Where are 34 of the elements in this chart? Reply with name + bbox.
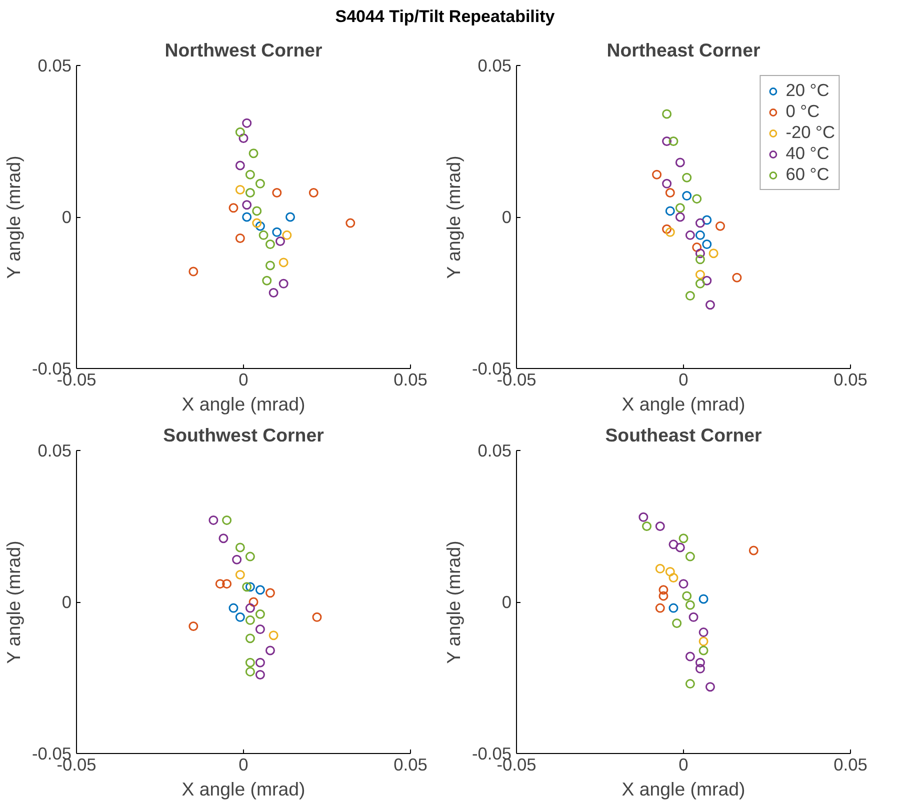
y-axis-title: Y angle (mrad) bbox=[443, 540, 464, 664]
y-tick-label: 0.05 bbox=[478, 56, 512, 76]
y-axis-title: Y angle (mrad) bbox=[3, 540, 24, 664]
x-axis-title: X angle (mrad) bbox=[622, 778, 746, 800]
x-tick-label: 0.05 bbox=[834, 754, 868, 774]
chart-title: Southeast Corner bbox=[605, 424, 762, 446]
y-tick-label: 0 bbox=[502, 592, 512, 612]
x-axis-title: X angle (mrad) bbox=[182, 778, 306, 800]
x-tick-label: 0 bbox=[238, 754, 248, 774]
x-axis-title: X angle (mrad) bbox=[622, 394, 746, 414]
x-axis-title: X angle (mrad) bbox=[182, 394, 306, 414]
y-tick-label: 0 bbox=[62, 592, 72, 612]
y-axis-title: Y angle (mrad) bbox=[3, 156, 24, 279]
chart-title: Northwest Corner bbox=[164, 40, 322, 60]
y-tick-label: 0.05 bbox=[38, 56, 72, 76]
x-tick-label: 0.05 bbox=[834, 370, 868, 390]
x-tick-label: 0 bbox=[678, 370, 688, 390]
y-tick-label: 0.05 bbox=[38, 440, 72, 460]
x-tick-label: 0.05 bbox=[394, 754, 428, 774]
y-tick-label: 0.05 bbox=[478, 440, 512, 460]
text: S4044 Tip/Tilt Repeatability bbox=[334, 6, 556, 28]
chart-title: Northeast Corner bbox=[606, 40, 760, 60]
chart-title: Southwest Corner bbox=[163, 424, 324, 446]
y-axis-title: Y angle (mrad) bbox=[443, 156, 464, 279]
legend-label: 20 °C bbox=[786, 80, 830, 101]
y-tick-label: 0 bbox=[62, 207, 72, 227]
x-tick-label: 0 bbox=[678, 754, 688, 774]
legend-label: -20 °C bbox=[786, 122, 835, 143]
y-tick-label: 0 bbox=[502, 207, 512, 227]
legend-label: 0 °C bbox=[786, 101, 820, 122]
legend-label: 60 °C bbox=[786, 164, 830, 185]
x-tick-label: 0 bbox=[238, 370, 248, 390]
legend-label: 40 °C bbox=[786, 143, 830, 164]
x-tick-label: 0.05 bbox=[394, 370, 428, 390]
